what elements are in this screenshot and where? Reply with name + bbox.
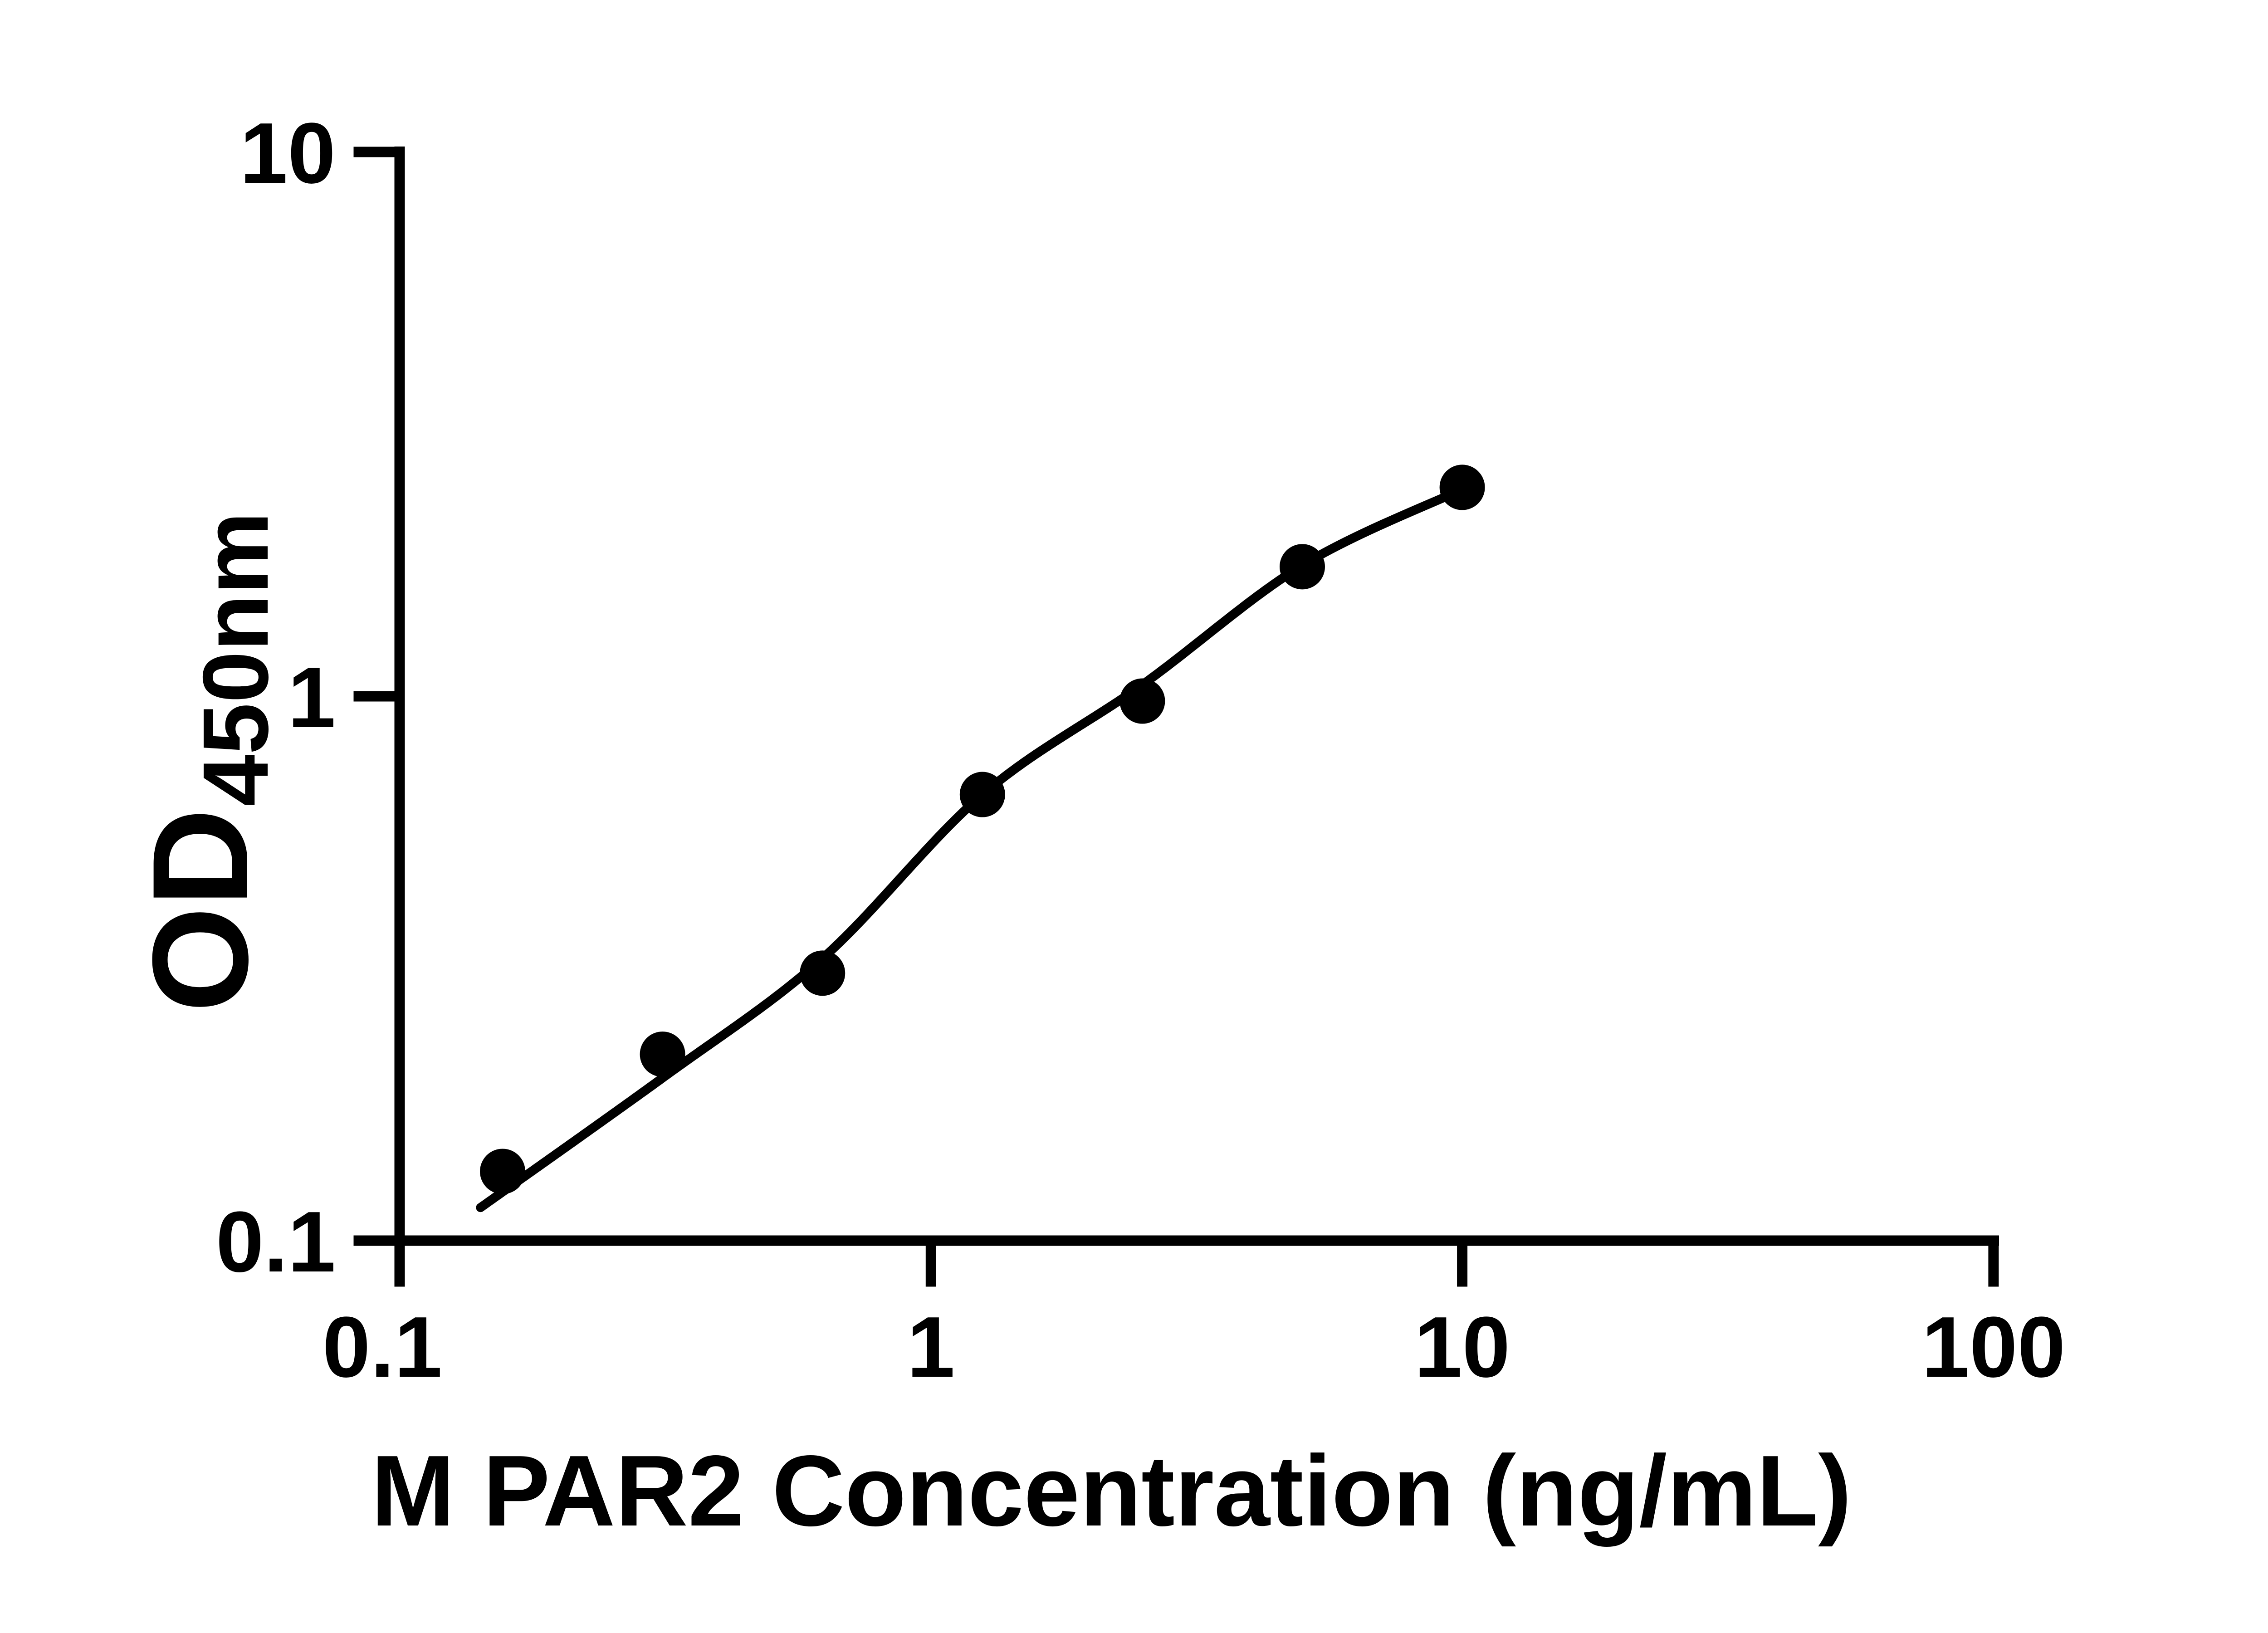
data-point xyxy=(800,950,846,996)
x-tick-label: 10 xyxy=(1414,1299,1510,1395)
y-axis-title-subscript: 450nm xyxy=(184,512,288,807)
axes xyxy=(394,147,1999,1246)
data-point xyxy=(1439,464,1485,510)
y-tick-label: 1 xyxy=(288,650,336,746)
x-axis-title: M PAR2 Concentration (ng/mL) xyxy=(371,1435,1852,1547)
x-tick-label: 1 xyxy=(907,1299,955,1395)
data-point xyxy=(1280,544,1325,590)
y-axis-title-main: OD xyxy=(124,808,276,1012)
data-point xyxy=(959,772,1005,817)
y-tick-label: 0.1 xyxy=(216,1194,336,1290)
x-tick-label: 100 xyxy=(1921,1299,2065,1395)
x-tick-label: 0.1 xyxy=(323,1299,442,1395)
y-tick-label: 10 xyxy=(240,105,336,201)
data-point xyxy=(640,1032,685,1077)
axis-tick-labels: 0.1 1 10 0.1 1 10 100 xyxy=(216,105,2066,1395)
data-point xyxy=(480,1149,526,1194)
data-point xyxy=(1119,678,1165,724)
axis-ticks xyxy=(353,147,1999,1287)
fit-curve xyxy=(476,484,1467,1213)
data-series xyxy=(476,464,1485,1213)
y-axis-title: OD 450nm xyxy=(124,512,288,1012)
